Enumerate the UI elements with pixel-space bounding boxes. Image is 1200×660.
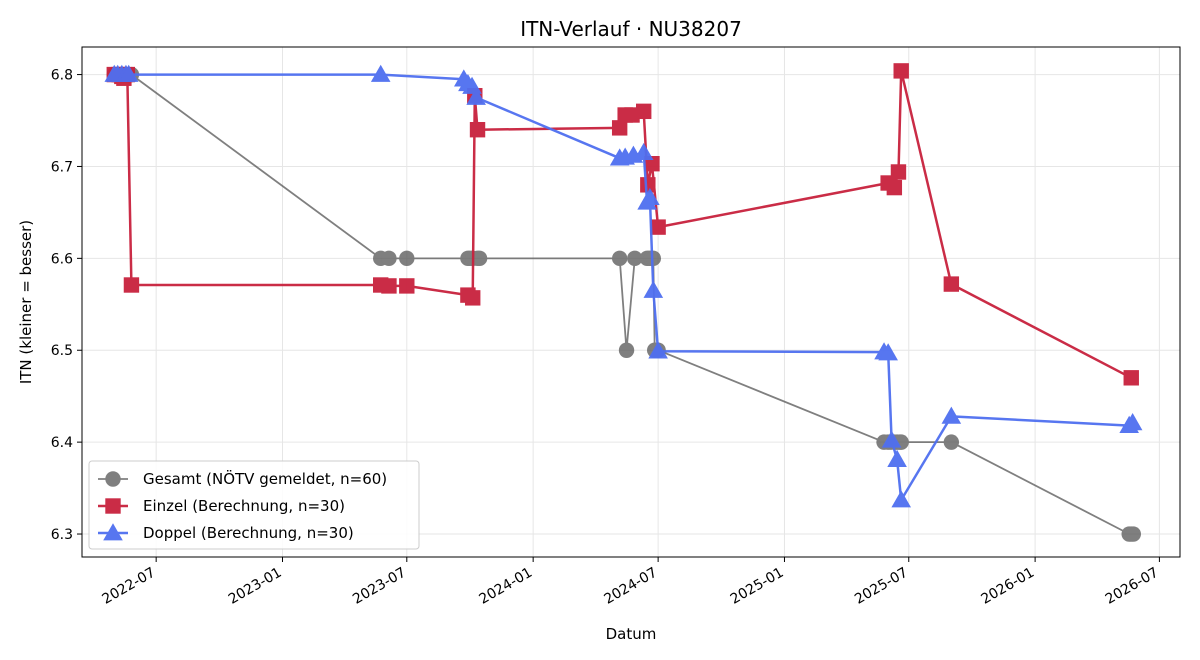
data-point [381, 278, 397, 294]
data-point [893, 63, 909, 79]
data-point [1122, 413, 1143, 431]
data-point [381, 250, 397, 267]
legend-label: Gesamt (NÖTV gemeldet, n=60) [143, 469, 387, 488]
y-tick-label: 6.8 [51, 68, 73, 84]
x-tick-label: 2025-07 [852, 565, 911, 608]
data-point [943, 276, 960, 292]
data-point [640, 177, 656, 193]
y-axis-label: ITN (kleiner = besser) [17, 220, 35, 384]
legend-item [98, 523, 128, 541]
plot-series [104, 63, 1143, 542]
data-point [891, 490, 912, 508]
x-tick-label: 2024-07 [601, 565, 660, 608]
y-tick-label: 6.3 [51, 527, 73, 543]
series-line [114, 73, 1134, 502]
y-axis-ticks: 6.3 6.4 6.5 6.6 6.7 6.8 [51, 68, 82, 543]
data-point [878, 343, 898, 361]
data-point [618, 342, 635, 358]
legend-marker [103, 523, 123, 541]
x-axis-label: Datum [606, 625, 657, 643]
x-tick-label: 2023-07 [350, 565, 409, 608]
series-3 [104, 64, 1143, 508]
data-point [633, 142, 654, 161]
data-point [471, 250, 488, 267]
data-point [640, 187, 660, 206]
legend-marker [105, 471, 121, 487]
series-2 [106, 63, 1139, 386]
data-point [636, 103, 652, 120]
legend-marker [105, 498, 121, 514]
x-axis-ticks: 2022-07 2023-01 2023-07 2024-01 2024-07 2025-… [99, 557, 1161, 608]
data-point [650, 219, 666, 235]
y-tick-label: 6.4 [51, 435, 73, 451]
y-tick-label: 6.5 [51, 343, 73, 359]
data-point [886, 179, 903, 196]
data-point [881, 430, 902, 448]
data-point [648, 341, 668, 359]
legend-item [98, 498, 128, 514]
y-tick-label: 6.6 [51, 251, 73, 267]
y-tick-label: 6.7 [51, 159, 73, 175]
data-point [1123, 370, 1139, 386]
legend-item [98, 471, 128, 487]
data-point [123, 277, 140, 293]
x-tick-label: 2024-01 [476, 565, 535, 608]
legend: Gesamt (NÖTV gemeldet, n=60) Einzel (Bere… [88, 460, 420, 550]
data-point [611, 250, 628, 267]
data-point [1125, 526, 1142, 542]
data-point [643, 280, 664, 298]
data-point [370, 64, 391, 82]
chart-title: ITN-Verlauf · NU38207 [520, 17, 742, 41]
x-tick-label: 2022-07 [99, 565, 158, 608]
data-point [624, 107, 640, 123]
data-point [943, 434, 960, 450]
data-point [890, 164, 907, 180]
data-point [399, 250, 415, 267]
data-point [611, 120, 628, 136]
data-point [399, 278, 415, 294]
data-point [465, 290, 481, 306]
x-tick-label: 2026-01 [978, 565, 1037, 608]
data-point [466, 87, 486, 105]
legend-label: Doppel (Berechnung, n=30) [143, 524, 354, 542]
data-point [469, 122, 486, 138]
data-point [627, 250, 643, 267]
x-tick-label: 2025-01 [728, 565, 787, 608]
legend-box [88, 460, 420, 550]
x-tick-label: 2023-01 [226, 565, 285, 608]
x-tick-label: 2026-07 [1103, 565, 1162, 608]
data-point [118, 64, 139, 82]
data-point [887, 449, 907, 467]
legend-label: Einzel (Berechnung, n=30) [143, 497, 345, 515]
data-point [941, 406, 962, 424]
plot-frame [81, 46, 1181, 558]
